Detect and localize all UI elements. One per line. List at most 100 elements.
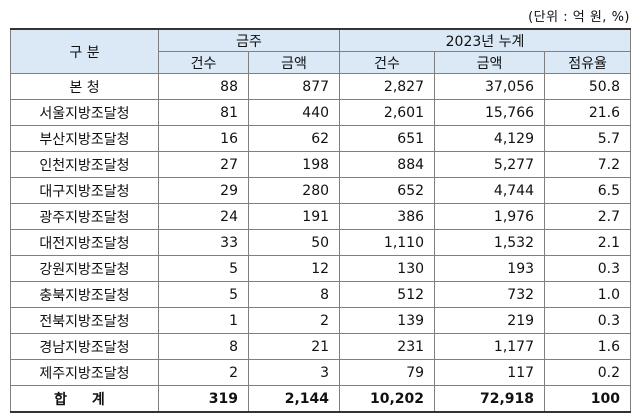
row-name: 전북지방조달청	[10, 307, 159, 334]
row-name: 인천지방조달청	[10, 151, 159, 178]
cum-amount-cell: 193	[434, 255, 546, 282]
total-cum-count-cell: 10,202	[339, 385, 436, 413]
week-count-cell: 5	[158, 281, 249, 308]
cum-count-cell: 2,827	[339, 73, 436, 100]
week-count-cell: 16	[158, 125, 249, 152]
cum-count-cell: 1,110	[339, 229, 436, 256]
row-name: 강원지방조달청	[10, 255, 159, 282]
row-name: 경남지방조달청	[10, 333, 159, 360]
table-row: 전북지방조달청 1 2 139 219 0.3	[10, 307, 632, 334]
share-cell: 50.8	[544, 73, 632, 100]
week-count-cell: 29	[158, 177, 249, 204]
week-count-cell: 1	[158, 307, 249, 334]
row-name: 광주지방조달청	[10, 203, 159, 230]
week-amount-cell: 12	[247, 255, 341, 282]
total-cum-amount-cell: 72,918	[434, 385, 546, 413]
total-share-cell: 100	[544, 385, 632, 413]
total-week-count-cell: 319	[158, 385, 249, 413]
week-count-cell: 81	[158, 99, 249, 126]
cum-amount-cell: 1,976	[434, 203, 546, 230]
cum-count-cell: 139	[339, 307, 436, 334]
week-count-cell: 5	[158, 255, 249, 282]
cum-amount-cell: 5,277	[434, 151, 546, 178]
row-name: 대전지방조달청	[10, 229, 159, 256]
cum-amount-cell: 1,532	[434, 229, 546, 256]
share-cell: 1.6	[544, 333, 632, 360]
row-name: 부산지방조달청	[10, 125, 159, 152]
header-group-cumulative: 2023년 누계	[339, 28, 632, 52]
table-row: 경남지방조달청 8 21 231 1,177 1.6	[10, 333, 632, 360]
week-amount-cell: 3	[247, 359, 341, 386]
cum-amount-cell: 15,766	[434, 99, 546, 126]
week-count-cell: 33	[158, 229, 249, 256]
header-cum-amount: 금액	[434, 51, 546, 74]
cum-count-cell: 79	[339, 359, 436, 386]
table-row: 대구지방조달청 29 280 652 4,744 6.5	[10, 177, 632, 204]
header-week-count: 건수	[158, 51, 249, 74]
table-row: 충북지방조달청 5 8 512 732 1.0	[10, 281, 632, 308]
cum-amount-cell: 117	[434, 359, 546, 386]
week-count-cell: 27	[158, 151, 249, 178]
share-cell: 2.1	[544, 229, 632, 256]
cum-count-cell: 130	[339, 255, 436, 282]
cum-count-cell: 2,601	[339, 99, 436, 126]
table-row: 서울지방조달청 81 440 2,601 15,766 21.6	[10, 99, 632, 126]
cum-amount-cell: 1,177	[434, 333, 546, 360]
total-row-name: 합 계	[10, 385, 159, 413]
week-amount-cell: 2	[247, 307, 341, 334]
table-row: 인천지방조달청 27 198 884 5,277 7.2	[10, 151, 632, 178]
share-cell: 5.7	[544, 125, 632, 152]
total-week-amount-cell: 2,144	[247, 385, 341, 413]
row-name: 대구지방조달청	[10, 177, 159, 204]
week-count-cell: 2	[158, 359, 249, 386]
week-amount-cell: 62	[247, 125, 341, 152]
week-count-cell: 8	[158, 333, 249, 360]
table-row: 대전지방조달청 33 50 1,110 1,532 2.1	[10, 229, 632, 256]
cum-count-cell: 651	[339, 125, 436, 152]
week-amount-cell: 440	[247, 99, 341, 126]
week-amount-cell: 198	[247, 151, 341, 178]
week-amount-cell: 280	[247, 177, 341, 204]
total-row: 합 계 319 2,144 10,202 72,918 100	[10, 385, 632, 413]
cum-amount-cell: 732	[434, 281, 546, 308]
week-count-cell: 88	[158, 73, 249, 100]
cum-amount-cell: 4,744	[434, 177, 546, 204]
week-amount-cell: 21	[247, 333, 341, 360]
share-cell: 1.0	[544, 281, 632, 308]
share-cell: 0.3	[544, 255, 632, 282]
header-cum-count: 건수	[339, 51, 436, 74]
cum-count-cell: 231	[339, 333, 436, 360]
row-name: 제주지방조달청	[10, 359, 159, 386]
table-row: 강원지방조달청 5 12 130 193 0.3	[10, 255, 632, 282]
share-cell: 6.5	[544, 177, 632, 204]
procurement-table: 구 분 금주 2023년 누계 건수 금액 건수 금액 점유율 본 청 88 877…	[10, 28, 632, 413]
cum-count-cell: 652	[339, 177, 436, 204]
header-row-columns: 건수 금액 건수 금액 점유율	[11, 51, 632, 74]
week-amount-cell: 191	[247, 203, 341, 230]
share-cell: 0.2	[544, 359, 632, 386]
table-row: 본 청 88 877 2,827 37,056 50.8	[10, 73, 632, 100]
share-cell: 21.6	[544, 99, 632, 126]
header-share: 점유율	[544, 51, 632, 74]
cum-amount-cell: 37,056	[434, 73, 546, 100]
row-name: 충북지방조달청	[10, 281, 159, 308]
cum-count-cell: 512	[339, 281, 436, 308]
header-week-amount: 금액	[247, 51, 341, 74]
table-row: 제주지방조달청 2 3 79 117 0.2	[10, 359, 632, 386]
week-amount-cell: 8	[247, 281, 341, 308]
header-row-groups: 구 분 금주 2023년 누계	[10, 28, 632, 74]
unit-note: (단위 : 억 원, %)	[528, 10, 630, 25]
header-group-week: 금주	[157, 28, 341, 52]
share-cell: 2.7	[544, 203, 632, 230]
cum-count-cell: 884	[339, 151, 436, 178]
table-row: 부산지방조달청 16 62 651 4,129 5.7	[10, 125, 632, 152]
row-name: 서울지방조달청	[10, 99, 159, 126]
row-name: 본 청	[10, 73, 159, 100]
table-row: 광주지방조달청 24 191 386 1,976 2.7	[10, 203, 632, 230]
cum-count-cell: 386	[339, 203, 436, 230]
week-amount-cell: 50	[247, 229, 341, 256]
week-amount-cell: 877	[247, 73, 341, 100]
cum-amount-cell: 4,129	[434, 125, 546, 152]
header-category: 구 분	[10, 28, 159, 74]
share-cell: 0.3	[544, 307, 632, 334]
